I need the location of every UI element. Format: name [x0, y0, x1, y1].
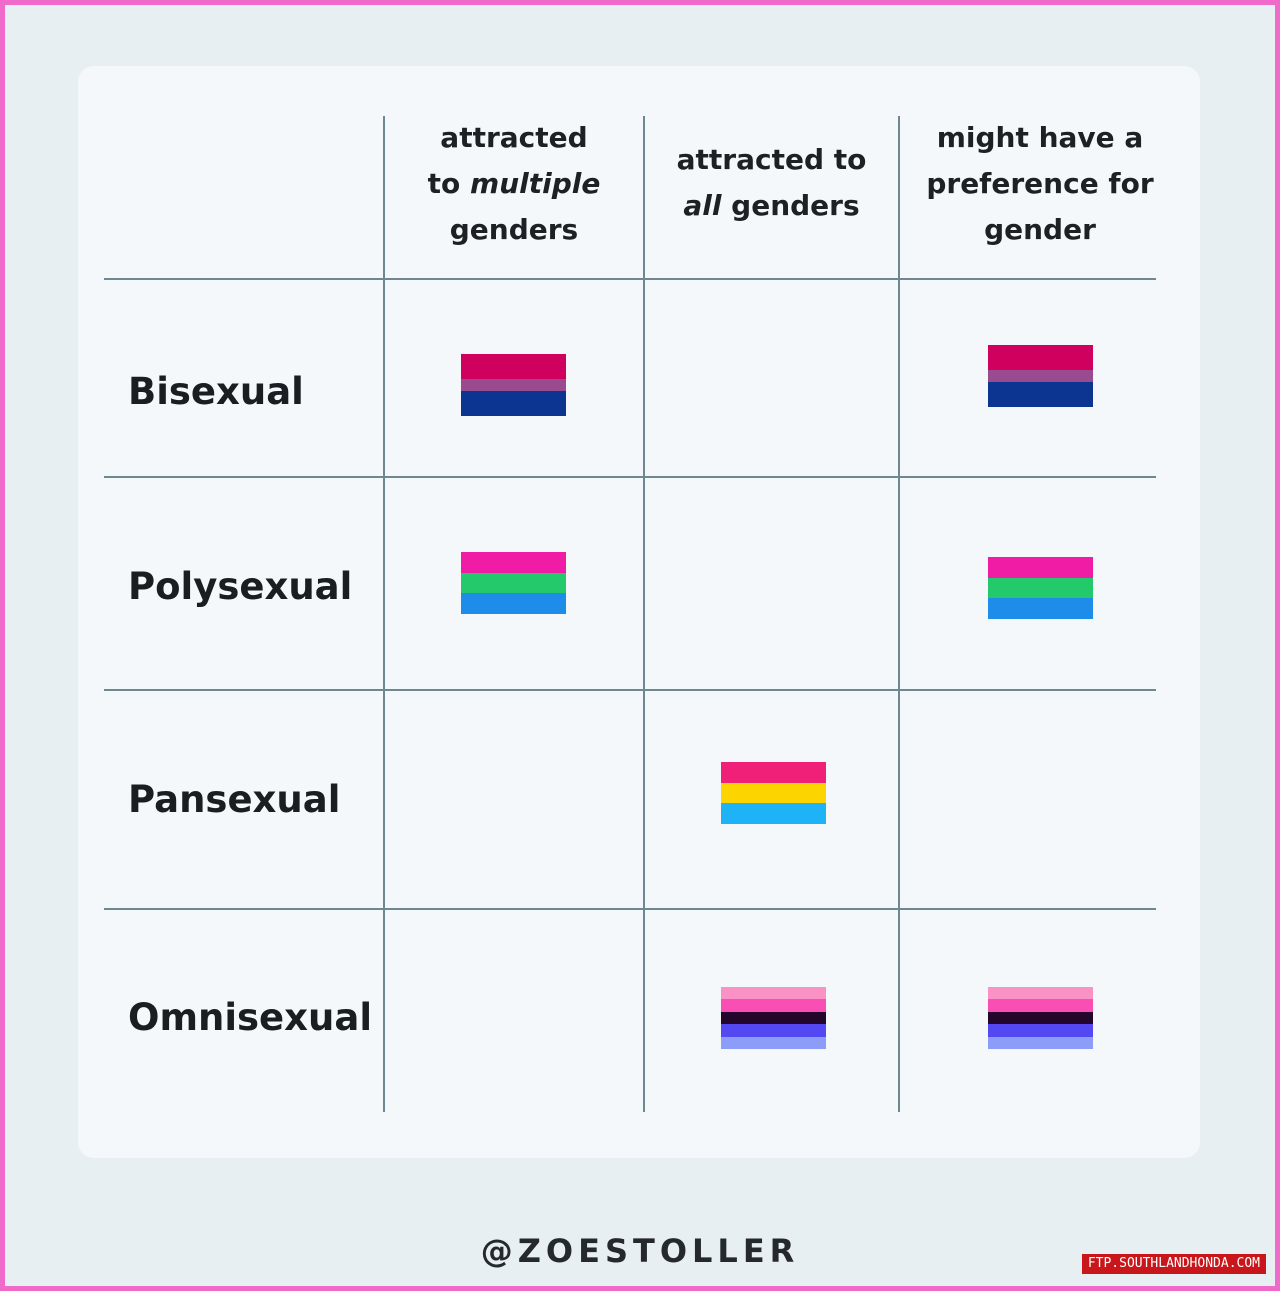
- column-header-line: attracted to: [676, 143, 867, 176]
- flag-stripe: [721, 782, 826, 804]
- flag-stripe: [988, 345, 1093, 370]
- bisexual-flag-multiple: [461, 354, 566, 416]
- grid-vline-1: [383, 116, 385, 1112]
- flag-stripe: [988, 1024, 1093, 1037]
- flag-stripe: [461, 572, 566, 594]
- flag-stripe: [721, 1011, 826, 1025]
- flag-stripe: [988, 1011, 1093, 1025]
- column-header-emphasis: all: [683, 189, 722, 222]
- flag-stripe: [988, 598, 1093, 620]
- row-label-polysexual: Polysexual: [128, 565, 353, 608]
- flag-stripe: [988, 999, 1093, 1012]
- flag-stripe: [461, 593, 566, 615]
- grid-vline-2: [643, 116, 645, 1112]
- flag-stripe: [988, 557, 1093, 578]
- column-header-line: to: [427, 167, 471, 200]
- grid-hline-3: [104, 689, 1156, 691]
- row-label-omnisexual: Omnisexual: [128, 996, 373, 1039]
- flag-stripe: [461, 552, 566, 573]
- column-header-line: genders: [449, 213, 579, 246]
- polysexual-flag-multiple: [461, 552, 566, 615]
- column-header-multiple: attracted to multiple genders: [385, 114, 643, 254]
- flag-stripe: [461, 391, 566, 416]
- column-header-all: attracted to all genders: [645, 114, 898, 252]
- column-header-line: genders: [721, 189, 860, 222]
- column-header-line: attracted: [440, 121, 588, 154]
- flag-stripe: [461, 378, 566, 392]
- flag-stripe: [988, 987, 1093, 1000]
- omnisexual-flag-all: [721, 987, 826, 1050]
- flag-stripe: [721, 999, 826, 1012]
- polysexual-flag-preference: [988, 557, 1093, 620]
- flag-stripe: [721, 1036, 826, 1050]
- row-label-pansexual: Pansexual: [128, 778, 341, 821]
- flag-stripe: [721, 803, 826, 825]
- flag-stripe: [721, 762, 826, 783]
- column-header-line: preference for: [926, 167, 1154, 200]
- bisexual-flag-preference: [988, 345, 1093, 407]
- column-header-line: gender: [984, 213, 1096, 246]
- pansexual-flag-all: [721, 762, 826, 825]
- grid-hline-2: [104, 476, 1156, 478]
- row-label-bisexual: Bisexual: [128, 370, 304, 413]
- grid-vline-3: [898, 116, 900, 1112]
- column-header-emphasis: multiple: [470, 167, 601, 200]
- omnisexual-flag-preference: [988, 987, 1093, 1050]
- column-header-preference: might have a preference for gender: [900, 114, 1180, 254]
- flag-stripe: [461, 354, 566, 379]
- flag-stripe: [721, 1024, 826, 1037]
- grid-hline-1: [104, 278, 1156, 280]
- author-handle: @ZOESTOLLER: [480, 1232, 800, 1270]
- watermark-text: FTP.SOUTHLANDHONDA.COM: [1081, 1254, 1266, 1274]
- flag-stripe: [988, 1036, 1093, 1050]
- flag-stripe: [721, 987, 826, 1000]
- flag-stripe: [988, 369, 1093, 383]
- flag-stripe: [988, 577, 1093, 599]
- column-header-line: might have a: [936, 121, 1144, 154]
- flag-stripe: [988, 382, 1093, 407]
- grid-hline-4: [104, 908, 1156, 910]
